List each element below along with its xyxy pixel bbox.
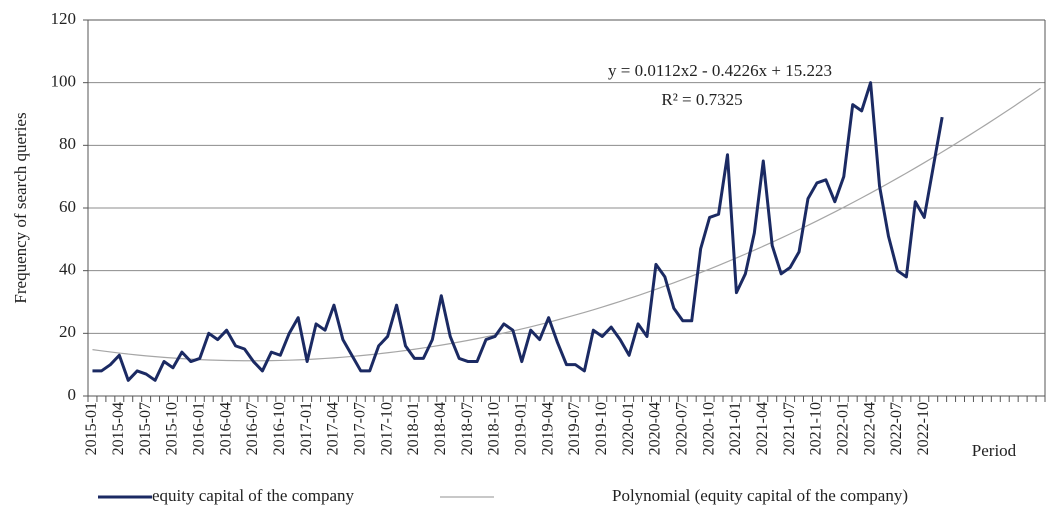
x-tick-label: 2020-04 xyxy=(647,402,664,455)
trend-equation: y = 0.0112x2 - 0.4226x + 15.223 xyxy=(608,61,832,80)
x-tick-label: 2021-10 xyxy=(808,402,825,455)
x-tick-label: 2017-01 xyxy=(298,402,315,455)
x-tick-label: 2016-04 xyxy=(217,402,234,455)
data-line xyxy=(92,81,944,382)
x-tick-label: 2022-10 xyxy=(915,402,932,455)
x-tick-label: 2022-01 xyxy=(834,402,851,455)
x-tick-label: 2019-07 xyxy=(566,402,583,455)
y-tick-label: 80 xyxy=(59,134,76,153)
x-axis-label: Period xyxy=(972,441,1017,460)
x-tick-label: 2017-10 xyxy=(378,402,395,455)
legend-label: Polynomial (equity capital of the compan… xyxy=(612,486,908,505)
y-tick-label: 20 xyxy=(59,322,76,341)
x-tick-label: 2021-04 xyxy=(754,402,771,455)
r-squared: R² = 0.7325 xyxy=(661,90,742,109)
x-tick-label: 2018-10 xyxy=(486,402,503,455)
x-tick-label: 2015-07 xyxy=(137,402,154,455)
x-tick-label: 2015-04 xyxy=(110,402,127,455)
legend-label: equity capital of the company xyxy=(152,486,355,505)
y-tick-label: 0 xyxy=(68,385,77,404)
x-tick-label: 2018-07 xyxy=(459,402,476,455)
x-tick-label: 2018-01 xyxy=(405,402,422,455)
x-tick-label: 2018-04 xyxy=(432,402,449,455)
x-tick-label: 2022-07 xyxy=(888,402,905,455)
x-tick-label: 2016-07 xyxy=(244,402,261,455)
x-tick-label: 2017-07 xyxy=(351,402,368,455)
y-tick-label: 120 xyxy=(51,9,77,28)
x-tick-label: 2016-01 xyxy=(190,402,207,455)
y-tick-label: 100 xyxy=(51,72,77,91)
x-tick-label: 2021-07 xyxy=(781,402,798,455)
x-tick-label: 2019-01 xyxy=(512,402,529,455)
x-tick-label: 2017-04 xyxy=(325,402,342,455)
y-tick-label: 60 xyxy=(59,197,76,216)
x-tick-label: 2016-10 xyxy=(271,402,288,455)
x-tick-label: 2022-04 xyxy=(861,402,878,455)
y-axis-label: Frequency of search queries xyxy=(11,112,30,303)
x-tick-label: 2015-10 xyxy=(164,402,181,455)
data-line xyxy=(92,87,1041,362)
x-tick-label: 2020-01 xyxy=(620,402,637,455)
x-tick-label: 2019-04 xyxy=(539,402,556,455)
x-tick-label: 2021-01 xyxy=(727,402,744,455)
x-tick-label: 2020-10 xyxy=(700,402,717,455)
x-tick-label: 2015-01 xyxy=(83,402,100,455)
x-tick-label: 2019-10 xyxy=(593,402,610,455)
y-tick-label: 40 xyxy=(59,260,76,279)
x-tick-label: 2020-07 xyxy=(673,402,690,455)
